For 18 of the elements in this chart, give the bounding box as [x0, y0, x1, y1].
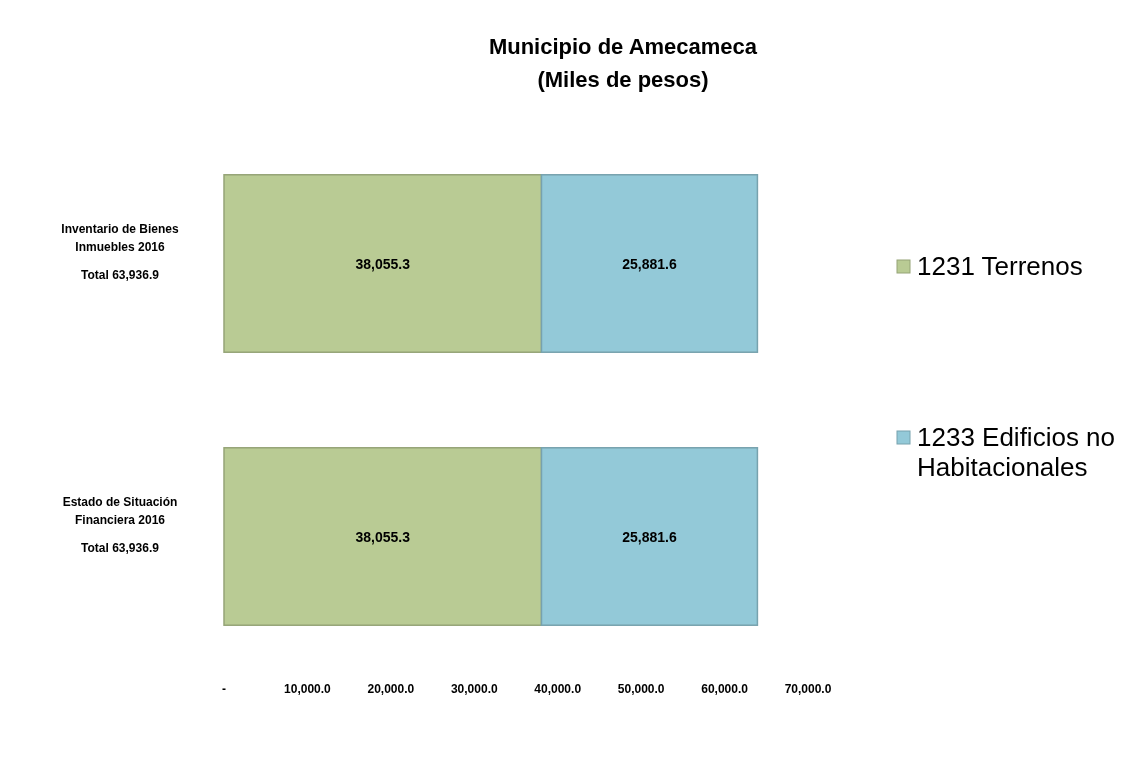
- x-tick-label: -: [222, 682, 226, 696]
- data-label: 38,055.3: [355, 255, 411, 272]
- data-label: 25,881.6: [622, 528, 677, 545]
- legend-label: 1231 Terrenos: [917, 251, 1083, 281]
- x-tick-label: 10,000.0: [284, 682, 332, 696]
- data-label: 25,881.6: [622, 255, 677, 272]
- y-tick-label: Estado de Situación Financiera 2016 Total 63,936.9: [62, 494, 178, 555]
- chart-title: Municipio de Amecameca: [488, 33, 758, 59]
- x-tick-label: 70,000.0: [784, 682, 832, 696]
- chart-subtitle: (Miles de pesos): [537, 66, 709, 92]
- x-tick-label: 60,000.0: [701, 682, 749, 696]
- y-tick-label: Inventario de Bienes Inmuebles 2016 Total 63,936.9: [61, 221, 180, 282]
- legend-label: 1233 Edificios no Habitacionales: [917, 422, 1116, 482]
- x-tick-label: 20,000.0: [367, 682, 415, 696]
- x-tick-label: 40,000.0: [534, 682, 582, 696]
- x-tick-label: 30,000.0: [450, 682, 498, 696]
- data-label: 38,055.3: [355, 528, 411, 545]
- x-tick-label: 50,000.0: [617, 682, 665, 696]
